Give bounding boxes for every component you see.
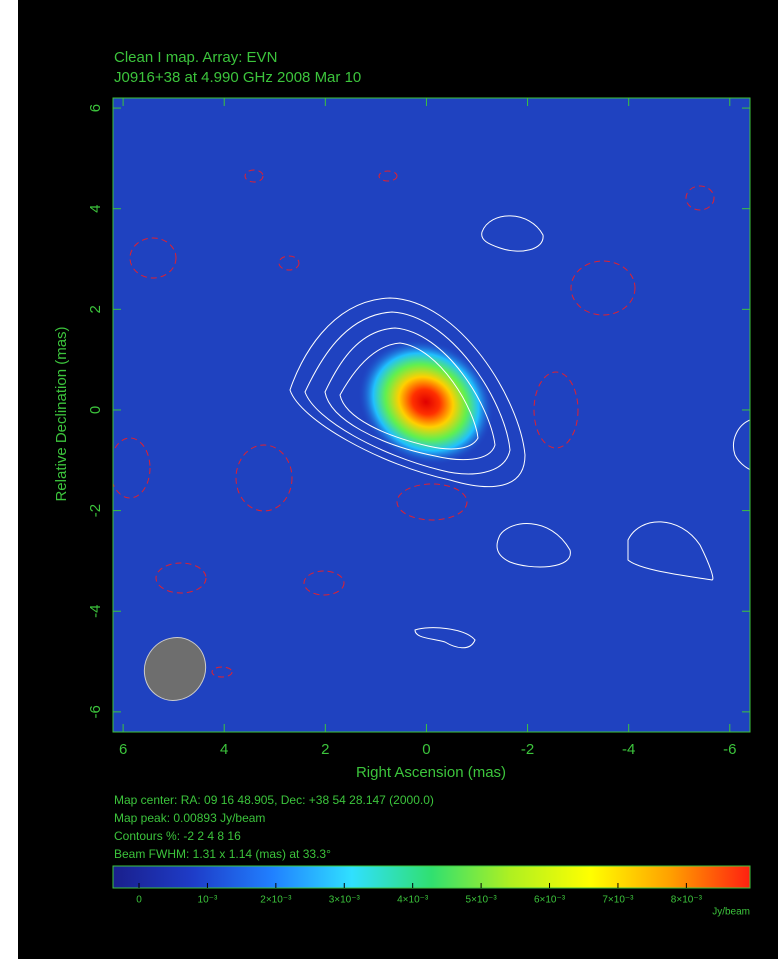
y-axis-label: Relative Declination (mas) [53,326,70,501]
x-tick-label: -6 [723,741,736,758]
y-tick-label: -4 [87,605,104,618]
colorbar-label: Jy/beam [712,907,750,918]
colorbar-tick-label: 2×10⁻³ [260,895,292,906]
x-tick-label: 6 [119,741,127,758]
x-axis-label: Right Ascension (mas) [356,764,506,781]
colorbar-tick-label: 3×10⁻³ [329,895,361,906]
colorbar [113,866,750,888]
chart-subtitle: J0916+38 at 4.990 GHz 2008 Mar 10 [114,69,361,86]
y-tick-label: 0 [87,406,104,414]
colorbar-tick-label: 5×10⁻³ [466,895,498,906]
colorbar-tick-label: 0 [136,895,142,906]
x-tick-label: -2 [521,741,534,758]
x-tick-label: 0 [422,741,430,758]
y-tick-label: 4 [87,205,104,213]
chart: Clean I map. Array: EVN J0916+38 at 4.99… [0,0,778,959]
colorbar-tick-label: 10⁻³ [198,895,218,906]
colorbar-tick-label: 7×10⁻³ [602,895,634,906]
colorbar-tick-label: 8×10⁻³ [671,895,703,906]
x-tick-label: -4 [622,741,635,758]
y-tick-label: -6 [87,705,104,718]
map-info: Beam FWHM: 1.31 x 1.14 (mas) at 33.3° [114,847,331,861]
map-info: Map peak: 0.00893 Jy/beam [114,811,265,825]
chart-title: Clean I map. Array: EVN [114,49,277,66]
y-tick-label: -2 [87,504,104,517]
colorbar-tick-label: 6×10⁻³ [534,895,566,906]
page: Clean I map. Array: EVN J0916+38 at 4.99… [0,0,778,959]
map-info: Map center: RA: 09 16 48.905, Dec: +38 5… [114,793,434,807]
y-tick-label: 6 [87,104,104,112]
x-tick-label: 2 [321,741,329,758]
map-info: Contours %: -2 2 4 8 16 [114,829,241,843]
colorbar-tick-label: 4×10⁻³ [397,895,429,906]
map-image [110,98,752,732]
y-tick-label: 2 [87,305,104,313]
x-tick-label: 4 [220,741,228,758]
